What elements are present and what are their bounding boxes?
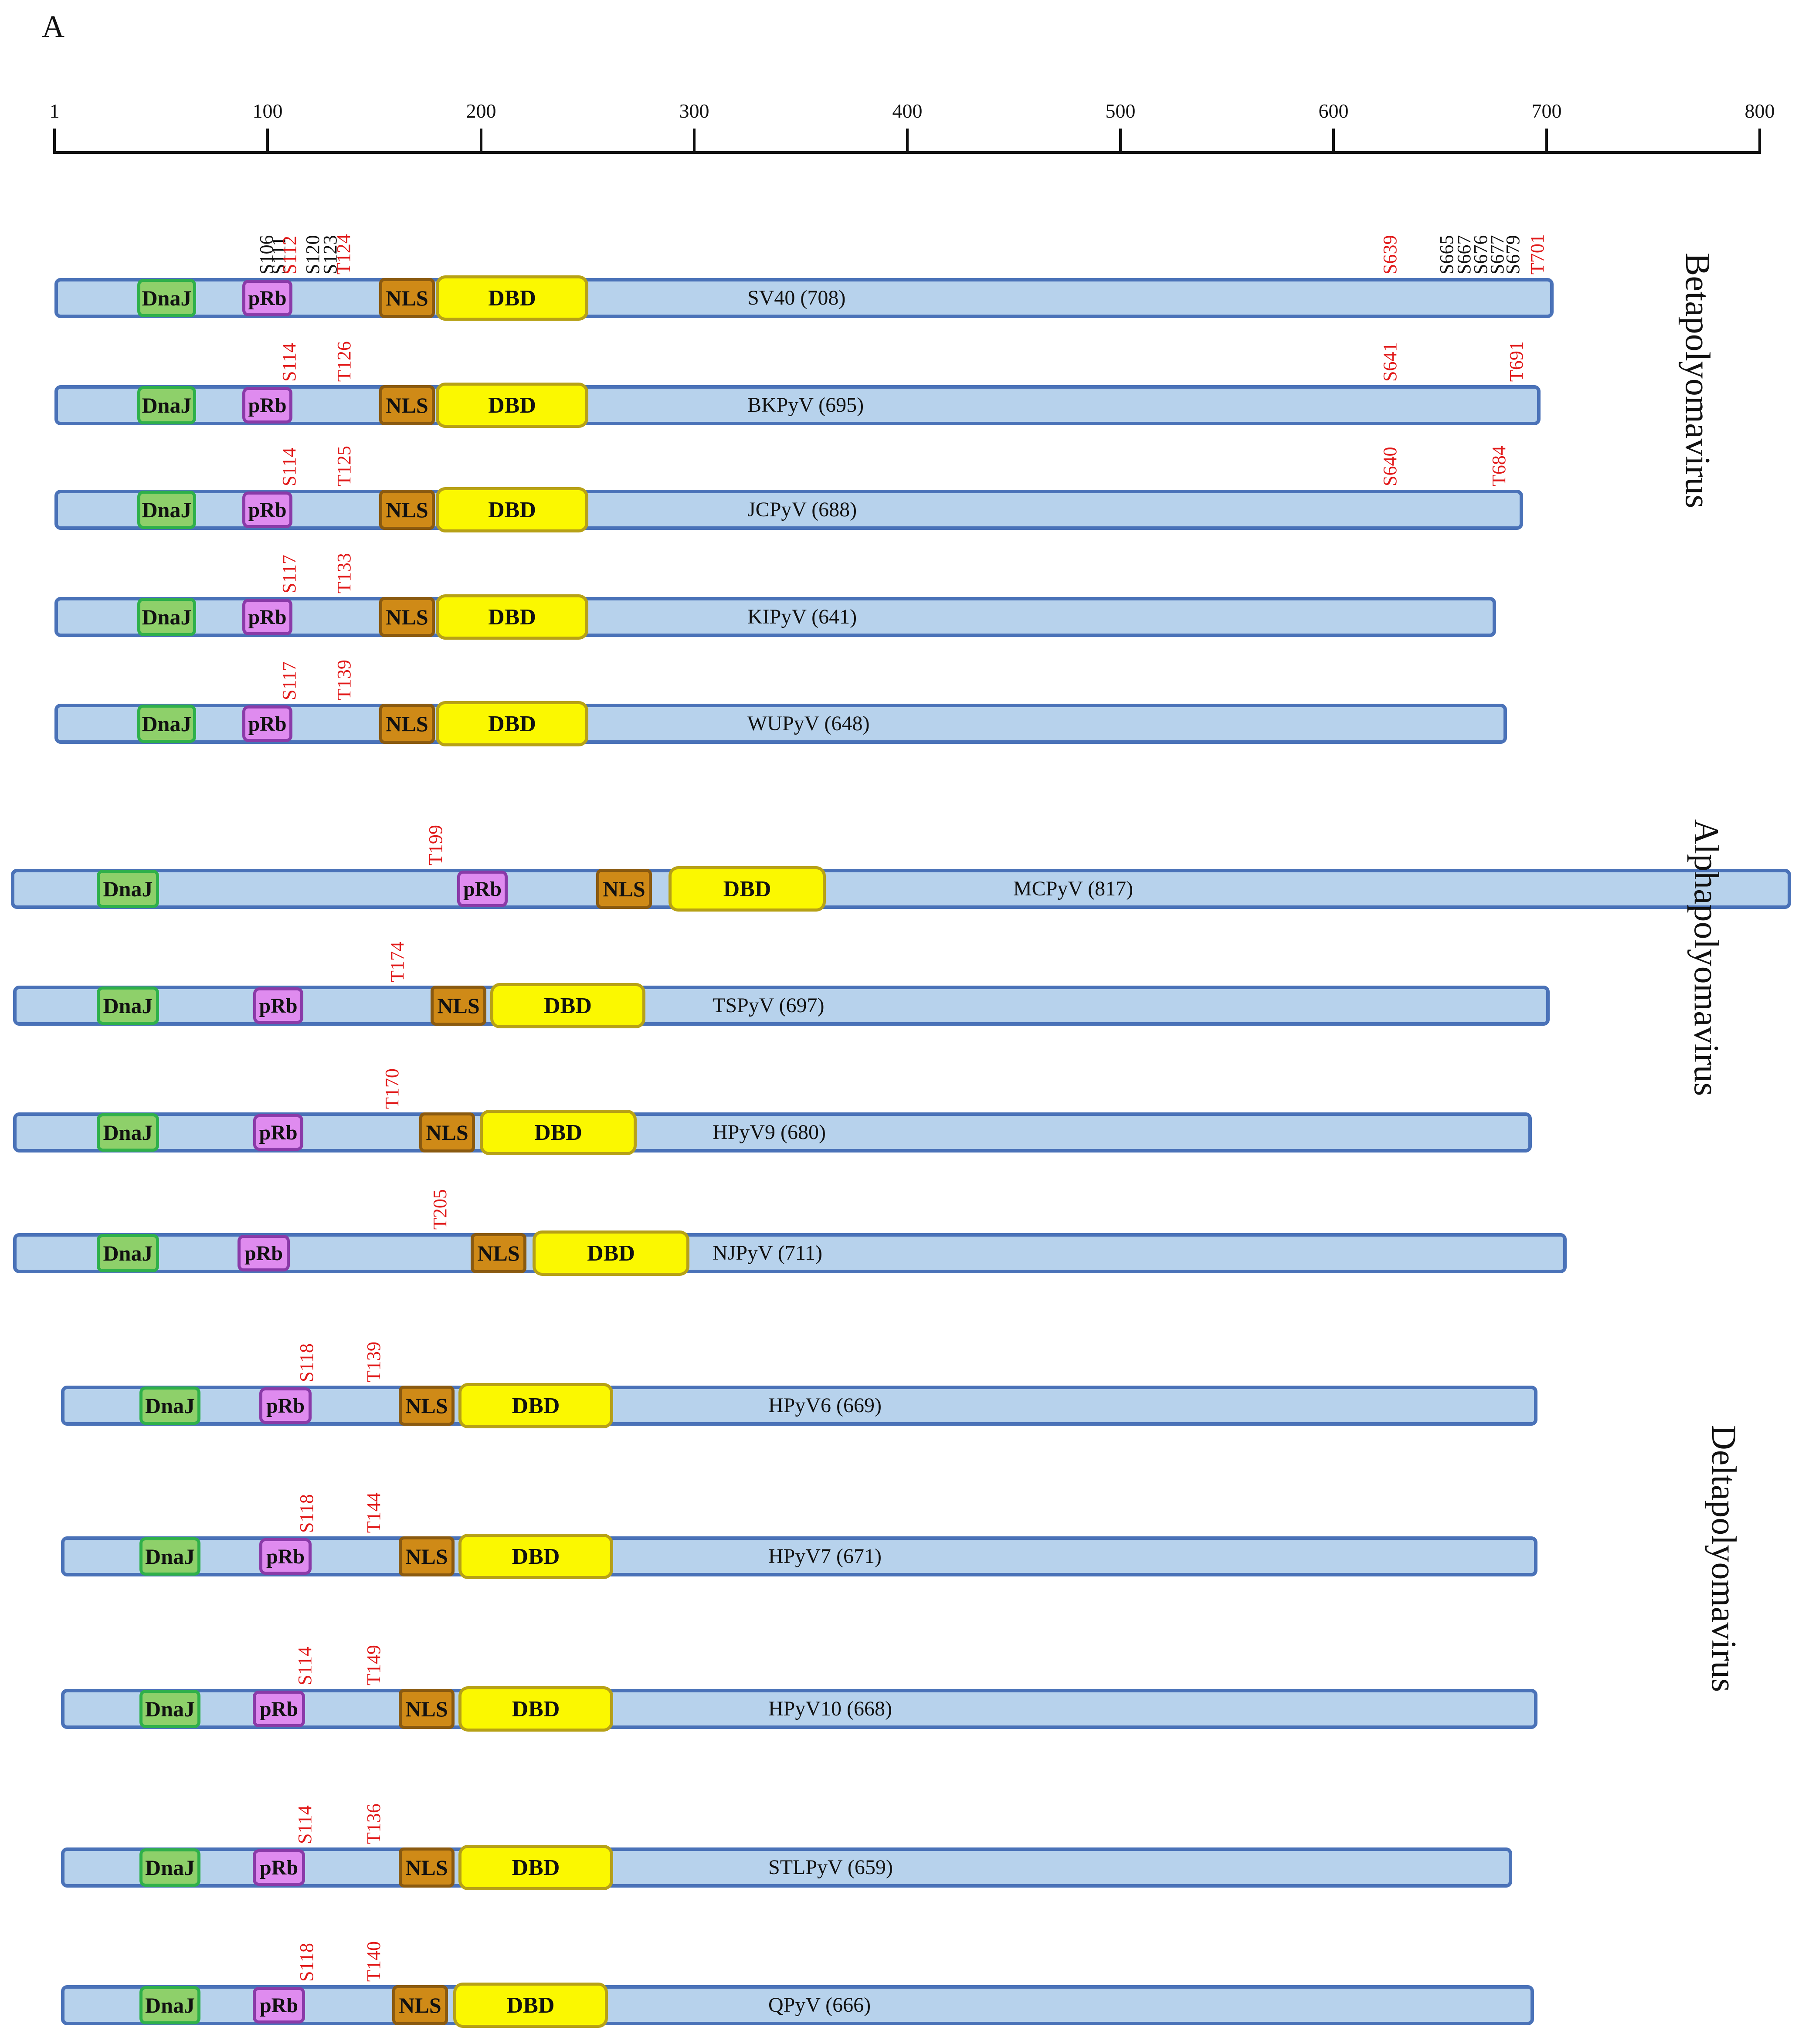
domain-dbd: DBD — [533, 1230, 689, 1276]
domain-dnaj: DnaJ — [139, 1848, 200, 1887]
domain-nls: NLS — [399, 1847, 455, 1888]
domain-dnaj: DnaJ — [137, 598, 196, 636]
protein-name: HPyV10 (668) — [768, 1697, 892, 1720]
domain-dbd: DBD — [436, 701, 588, 746]
domain-nls: NLS — [399, 1536, 455, 1576]
domain-prb: pRb — [253, 1849, 305, 1886]
protein-name: QPyV (666) — [768, 1993, 871, 2017]
domain-prb: pRb — [253, 1114, 303, 1151]
scale-tick-label: 100 — [253, 100, 283, 122]
domain-nls: NLS — [596, 869, 652, 909]
scale-tick-label: 700 — [1532, 100, 1562, 122]
domain-prb: pRb — [253, 1691, 305, 1727]
protein-name: HPyV7 (671) — [768, 1545, 882, 1568]
domain-prb: pRb — [242, 705, 292, 742]
scale-tick-label: 400 — [893, 100, 923, 122]
protein-name: HPyV9 (680) — [713, 1121, 826, 1144]
scale-tick-label: 800 — [1745, 100, 1775, 122]
scale-tick-label: 600 — [1319, 100, 1349, 122]
domain-nls: NLS — [392, 1985, 448, 2025]
protein-name: MCPyV (817) — [1013, 877, 1133, 900]
domain-dbd: DBD — [436, 383, 588, 428]
domain-nls: NLS — [399, 1689, 455, 1729]
protein-bar — [11, 869, 1791, 909]
domain-nls: NLS — [379, 490, 435, 530]
protein-bar — [54, 704, 1507, 744]
domain-dnaj: DnaJ — [97, 1234, 159, 1272]
domain-nls: NLS — [379, 704, 435, 744]
domain-dnaj: DnaJ — [139, 1386, 200, 1425]
domain-prb: pRb — [242, 387, 292, 424]
panel-label: A — [42, 9, 64, 44]
domain-dnaj: DnaJ — [137, 705, 196, 743]
protein-name: NJPyV (711) — [713, 1241, 823, 1264]
domain-dbd: DBD — [436, 275, 588, 321]
domain-nls: NLS — [379, 278, 435, 318]
domain-nls: NLS — [399, 1386, 455, 1426]
protein-bar — [61, 1985, 1534, 2025]
protein-name: STLPyV (659) — [768, 1856, 893, 1879]
domain-prb: pRb — [259, 1387, 312, 1424]
scale-tick-label: 500 — [1106, 100, 1136, 122]
domain-dnaj: DnaJ — [97, 1113, 159, 1152]
domain-prb: pRb — [259, 1538, 312, 1575]
protein-name: BKPyV (695) — [747, 393, 864, 417]
domain-prb: pRb — [242, 492, 292, 528]
protein-bar — [54, 490, 1523, 530]
domain-dnaj: DnaJ — [139, 1690, 200, 1728]
protein-name: SV40 (708) — [747, 286, 846, 309]
protein-name: HPyV6 (669) — [768, 1394, 882, 1417]
protein-name: JCPyV (688) — [747, 498, 857, 521]
domain-dnaj: DnaJ — [137, 279, 196, 317]
domain-dbd: DBD — [458, 1686, 613, 1732]
domain-prb: pRb — [253, 987, 303, 1024]
domain-dbd: DBD — [458, 1845, 613, 1890]
scale-ruler: 1 100 200 300 400 500 600 700 800 — [50, 100, 1775, 154]
domain-dnaj: DnaJ — [137, 491, 196, 529]
scale-tick-label: 1 — [50, 100, 60, 122]
domain-dbd: DBD — [453, 1983, 608, 2028]
domain-prb: pRb — [242, 280, 292, 316]
domain-dbd: DBD — [458, 1383, 613, 1428]
protein-bar — [61, 1689, 1537, 1729]
domain-nls: NLS — [379, 385, 435, 425]
domain-nls: NLS — [419, 1112, 475, 1153]
domain-dbd: DBD — [490, 983, 645, 1028]
domain-prb: pRb — [457, 871, 508, 907]
protein-bar — [54, 385, 1541, 425]
protein-name: TSPyV (697) — [713, 994, 825, 1017]
domain-dnaj: DnaJ — [97, 870, 159, 908]
domain-dbd: DBD — [480, 1110, 637, 1155]
domain-prb: pRb — [242, 599, 292, 635]
domain-nls: NLS — [471, 1233, 526, 1273]
scale-tick-label: 200 — [466, 100, 496, 122]
domain-dnaj: DnaJ — [139, 1537, 200, 1576]
domain-prb: pRb — [238, 1235, 290, 1271]
protein-name: KIPyV (641) — [747, 605, 857, 628]
domain-prb: pRb — [253, 1987, 305, 2024]
domain-dnaj: DnaJ — [139, 1986, 200, 2024]
domain-dnaj: DnaJ — [137, 386, 196, 424]
scale-tick-label: 300 — [679, 100, 709, 122]
domain-dbd: DBD — [458, 1534, 613, 1579]
domain-dbd: DBD — [436, 594, 588, 640]
domain-dbd: DBD — [669, 866, 826, 912]
domain-nls: NLS — [431, 986, 486, 1026]
protein-bar — [54, 597, 1496, 637]
domain-dnaj: DnaJ — [97, 986, 159, 1025]
domain-dbd: DBD — [436, 487, 588, 532]
protein-name: WUPyV (648) — [747, 712, 870, 735]
domain-nls: NLS — [379, 597, 435, 637]
protein-bar — [54, 278, 1554, 318]
